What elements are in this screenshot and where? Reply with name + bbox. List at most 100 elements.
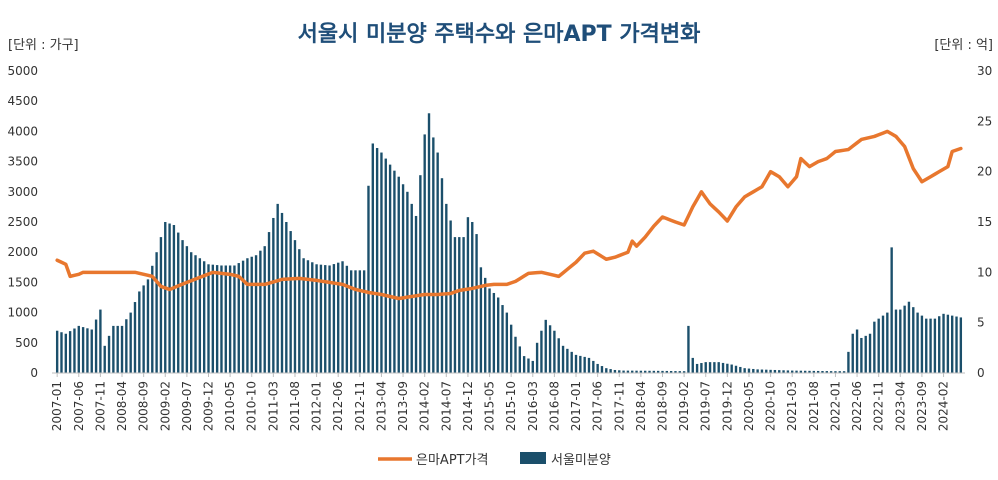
bar — [765, 369, 768, 373]
bar — [648, 370, 651, 373]
bar — [440, 178, 444, 373]
chart-title: 서울시 미분양 주택수와 은마APT 가격변화 — [298, 22, 701, 47]
legend-bar-swatch — [520, 452, 546, 464]
bar — [514, 336, 517, 373]
right-tick-label: 0 — [977, 366, 985, 380]
bar — [691, 357, 694, 373]
left-tick-label: 5000 — [7, 64, 38, 78]
bar — [337, 262, 340, 373]
x-tick-label: 2022-11 — [872, 381, 886, 431]
bar — [535, 342, 539, 373]
bar — [778, 370, 781, 373]
bar — [220, 265, 223, 373]
bar — [756, 369, 759, 373]
bar — [825, 371, 828, 373]
bar — [241, 260, 245, 373]
bar — [427, 113, 431, 373]
bar — [734, 365, 738, 373]
bar — [626, 370, 630, 373]
bar — [484, 277, 487, 373]
bar — [644, 370, 647, 373]
bar — [185, 246, 189, 373]
bar — [743, 368, 746, 373]
bar — [190, 252, 193, 373]
bar — [280, 212, 284, 373]
bar — [600, 366, 604, 373]
bar — [635, 370, 638, 373]
legend-label-unsold-housing: 서울미분양 — [551, 453, 611, 468]
x-tick-label: 2017-11 — [612, 381, 626, 431]
bar — [380, 152, 383, 373]
bar — [739, 366, 742, 373]
bar — [695, 363, 699, 373]
bar — [138, 291, 141, 373]
bar — [687, 325, 690, 373]
bar — [116, 325, 119, 373]
bar — [254, 255, 258, 373]
bar — [285, 222, 288, 373]
bar — [842, 371, 846, 373]
bar — [946, 314, 950, 373]
bar — [315, 264, 318, 373]
bar — [272, 217, 275, 373]
price-line — [55, 129, 963, 301]
x-tick-label: 2023-09 — [915, 381, 929, 431]
x-tick-label: 2013-04 — [374, 381, 388, 431]
bar — [505, 312, 509, 373]
bar — [955, 316, 958, 373]
bar — [812, 370, 816, 373]
bar — [289, 231, 292, 373]
bar — [164, 222, 167, 373]
bar — [769, 369, 772, 373]
bar — [362, 270, 366, 373]
bar — [458, 237, 461, 373]
bar — [903, 305, 906, 373]
bar — [669, 371, 673, 373]
bar — [332, 264, 336, 373]
bar — [618, 370, 621, 373]
bar — [90, 329, 93, 373]
bar — [237, 263, 240, 373]
x-tick-label: 2019-02 — [677, 381, 691, 431]
bar — [803, 370, 807, 373]
bar — [782, 370, 785, 373]
x-tick-label: 2021-08 — [807, 381, 821, 431]
x-tick-label: 2018-09 — [655, 381, 669, 431]
bar — [609, 369, 612, 373]
bar — [951, 315, 954, 373]
bar — [933, 318, 937, 373]
bar — [544, 319, 547, 373]
bar — [328, 265, 331, 373]
x-tick-label: 2007-11 — [93, 381, 107, 431]
bar — [894, 309, 898, 373]
bar — [799, 370, 803, 373]
bar — [86, 328, 89, 373]
left-tick-label: 3500 — [7, 155, 38, 169]
bar — [674, 371, 677, 373]
bar — [228, 265, 232, 373]
bar — [302, 258, 305, 373]
bar — [198, 258, 202, 373]
left-tick-label: 4000 — [7, 124, 38, 138]
bar — [453, 237, 457, 373]
x-tick-label: 2020-10 — [764, 381, 778, 431]
bar — [267, 232, 271, 373]
bar — [899, 309, 902, 373]
x-tick-label: 2016-03 — [526, 381, 540, 431]
bar — [120, 325, 124, 373]
bar — [129, 312, 132, 373]
x-tick-label: 2012-11 — [353, 381, 367, 431]
bar — [579, 355, 582, 373]
bar — [151, 265, 154, 373]
x-tick-label: 2019-07 — [699, 381, 713, 431]
bar — [661, 370, 664, 373]
bar — [311, 262, 314, 373]
bar — [501, 305, 504, 373]
right-tick-label: 20 — [977, 165, 992, 179]
bar — [587, 357, 591, 373]
bar — [107, 335, 111, 373]
bar — [851, 333, 854, 373]
bar — [566, 348, 569, 373]
bar — [462, 237, 465, 373]
